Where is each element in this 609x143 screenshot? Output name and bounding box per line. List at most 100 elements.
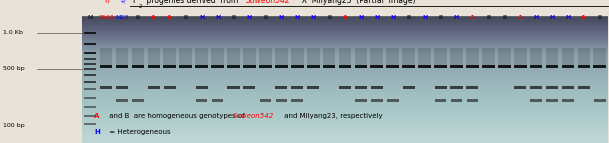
Text: 500 bp: 500 bp — [3, 66, 25, 71]
Bar — [85, 74, 96, 76]
Text: A: A — [470, 15, 475, 20]
Bar — [514, 65, 527, 68]
Bar — [530, 65, 543, 68]
Text: ’ X ‘Milyang23’ (Partial  Image): ’ X ‘Milyang23’ (Partial Image) — [297, 0, 416, 5]
Bar — [259, 48, 272, 65]
Text: H: H — [94, 129, 100, 135]
Bar — [562, 99, 574, 102]
Text: H: H — [454, 15, 459, 20]
Bar — [196, 99, 208, 102]
Bar — [371, 86, 383, 89]
Bar — [387, 99, 398, 102]
Bar — [85, 123, 96, 125]
Bar — [147, 65, 160, 68]
Text: H: H — [295, 15, 300, 20]
Bar — [227, 48, 240, 65]
Bar — [546, 99, 558, 102]
Bar — [195, 86, 208, 89]
Bar — [418, 65, 431, 68]
Bar — [307, 48, 320, 65]
Text: A: A — [152, 15, 157, 20]
Bar — [354, 48, 367, 65]
Bar — [100, 86, 112, 89]
Bar — [292, 99, 303, 102]
Bar — [275, 86, 287, 89]
Bar — [434, 48, 447, 65]
Bar — [148, 86, 160, 89]
Text: and B  are homogeneous genotypes of: and B are homogeneous genotypes of — [107, 113, 247, 119]
Bar — [466, 86, 479, 89]
Bar — [578, 86, 590, 89]
Bar — [85, 68, 96, 70]
Bar — [85, 58, 96, 60]
Bar — [339, 65, 351, 68]
Text: 1.0 Kb: 1.0 Kb — [3, 30, 23, 35]
Text: H: H — [422, 15, 428, 20]
Bar — [386, 48, 399, 65]
Text: S542 (A): S542 (A) — [106, 0, 123, 4]
Text: H: H — [247, 15, 252, 20]
Bar — [211, 65, 224, 68]
Text: H: H — [374, 15, 379, 20]
Bar — [85, 81, 96, 83]
Bar — [546, 86, 558, 89]
Bar — [466, 48, 479, 65]
Bar — [562, 86, 574, 89]
Bar — [227, 65, 240, 68]
Text: = Heterogeneous: = Heterogeneous — [107, 129, 170, 135]
Text: 2: 2 — [139, 4, 143, 9]
Bar — [132, 65, 144, 68]
Bar — [85, 88, 96, 90]
Bar — [450, 48, 463, 65]
Bar — [403, 48, 415, 65]
Bar — [85, 43, 96, 45]
Bar — [259, 99, 271, 102]
Bar — [371, 99, 382, 102]
Bar — [451, 86, 462, 89]
Text: H: H — [358, 15, 364, 20]
Bar — [561, 48, 574, 65]
Text: H: H — [279, 15, 284, 20]
Bar — [291, 65, 304, 68]
Bar — [530, 86, 542, 89]
Bar — [291, 86, 303, 89]
Text: B: B — [486, 15, 490, 20]
Bar — [0, 0, 82, 143]
Text: A: A — [518, 15, 523, 20]
Bar — [85, 97, 96, 99]
Text: A: A — [94, 113, 100, 119]
Bar — [147, 48, 160, 65]
Bar — [180, 48, 192, 65]
Bar — [466, 99, 478, 102]
Bar — [434, 65, 447, 68]
Text: A: A — [582, 15, 586, 20]
Bar — [85, 32, 96, 34]
Bar — [212, 99, 224, 102]
Bar — [530, 99, 542, 102]
Bar — [275, 99, 287, 102]
Text: progenies derived  from  ‘: progenies derived from ‘ — [144, 0, 245, 5]
Text: H: H — [215, 15, 220, 20]
Text: S542: S542 — [98, 15, 114, 20]
Bar — [163, 48, 176, 65]
Bar — [482, 48, 495, 65]
Bar — [514, 48, 527, 65]
Bar — [466, 65, 479, 68]
Bar — [116, 48, 128, 65]
Bar — [435, 99, 446, 102]
Text: H: H — [390, 15, 395, 20]
Bar — [307, 86, 319, 89]
Bar — [275, 65, 287, 68]
Bar — [546, 48, 558, 65]
Text: H: H — [533, 15, 539, 20]
Bar — [243, 48, 256, 65]
Text: B: B — [597, 15, 602, 20]
Bar — [307, 65, 320, 68]
Text: M23: M23 — [115, 15, 128, 20]
Text: and Milyang23, respectively: and Milyang23, respectively — [282, 113, 382, 119]
Bar — [561, 65, 574, 68]
Bar — [593, 65, 606, 68]
Text: B: B — [183, 15, 188, 20]
Bar — [100, 65, 113, 68]
Bar — [339, 86, 351, 89]
